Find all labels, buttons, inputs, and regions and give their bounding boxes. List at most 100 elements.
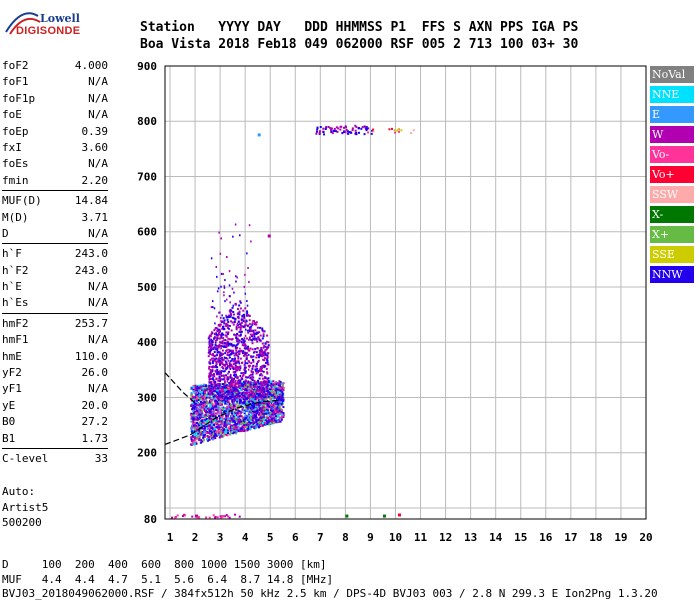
echo-point xyxy=(229,363,231,366)
echo-point xyxy=(192,386,195,389)
echo-point xyxy=(207,346,210,349)
x-tick-label: 12 xyxy=(439,531,452,544)
echo-point xyxy=(226,378,229,381)
echo-point xyxy=(236,419,239,422)
param-name: foF1 xyxy=(2,75,29,89)
echo-point xyxy=(212,386,215,389)
param-row: h`F2 243.0 xyxy=(2,263,108,279)
echo-point xyxy=(226,408,229,411)
echo-point xyxy=(210,431,213,434)
echo-point xyxy=(233,424,236,427)
echo-point xyxy=(281,383,284,386)
param-value: 14.84 xyxy=(74,194,108,208)
echo-point xyxy=(260,398,263,401)
echo-point xyxy=(273,419,276,422)
echo-point xyxy=(210,257,213,260)
echo-point xyxy=(214,336,217,339)
echo-point xyxy=(235,428,238,431)
echo-point xyxy=(251,367,254,370)
low-echo-point xyxy=(208,516,211,519)
echo-point xyxy=(204,385,207,388)
echo-point xyxy=(277,392,280,395)
echo-point xyxy=(264,376,267,379)
echo-point xyxy=(203,421,206,424)
echo-point xyxy=(241,401,244,404)
echo-point xyxy=(211,300,214,303)
echo-point xyxy=(257,394,260,397)
param-row: h`F 243.0 xyxy=(2,246,108,262)
echo-point xyxy=(249,427,252,430)
echo-point xyxy=(364,126,367,129)
echo-point xyxy=(243,380,246,383)
echo-point xyxy=(254,365,257,368)
echo-point xyxy=(217,379,220,382)
echo-point xyxy=(210,365,213,368)
echo-point xyxy=(223,381,226,384)
echo-point xyxy=(255,372,258,375)
echo-point xyxy=(204,430,207,433)
echo-point xyxy=(243,395,246,398)
param-value: 110.0 xyxy=(74,349,108,363)
echo-point xyxy=(259,399,262,402)
echo-point xyxy=(254,417,257,420)
echo-point xyxy=(226,405,229,408)
echo-point xyxy=(195,389,198,392)
echo-point xyxy=(231,392,234,395)
echo-point xyxy=(237,404,240,407)
echo-point xyxy=(197,395,200,398)
echo-point xyxy=(222,345,225,348)
echo-point xyxy=(323,133,326,136)
echo-point xyxy=(246,348,249,351)
echo-point xyxy=(212,390,215,393)
echo-point xyxy=(231,399,234,402)
param-row: foF1p N/A xyxy=(2,91,108,107)
echo-point xyxy=(255,323,258,326)
echo-point xyxy=(277,412,280,415)
echo-point xyxy=(280,409,283,412)
echo-point xyxy=(226,318,229,321)
echo-point xyxy=(211,406,214,409)
echo-point xyxy=(238,352,241,355)
echo-point xyxy=(197,412,200,415)
echo-point xyxy=(245,344,247,347)
echo-point xyxy=(258,339,261,342)
echo-point xyxy=(210,401,213,404)
echo-point xyxy=(267,406,270,409)
echo-point xyxy=(247,368,250,371)
echo-point xyxy=(277,391,280,394)
echo-point xyxy=(244,383,247,386)
echo-point xyxy=(250,399,253,402)
echo-point xyxy=(277,396,280,399)
echo-point xyxy=(237,379,240,382)
echo-point xyxy=(240,429,243,432)
echo-point xyxy=(206,401,209,404)
echo-point xyxy=(196,407,199,410)
echo-point xyxy=(194,407,197,410)
echo-point xyxy=(207,391,210,394)
echo-point xyxy=(223,327,226,330)
echo-point xyxy=(191,395,194,398)
echo-point xyxy=(245,425,248,428)
echo-point xyxy=(204,415,207,418)
echo-point xyxy=(236,316,239,319)
echo-point xyxy=(252,355,255,358)
echo-point xyxy=(203,428,206,431)
echo-point xyxy=(201,434,204,437)
echo-point xyxy=(239,380,242,383)
echo-point xyxy=(235,422,238,425)
echo-point xyxy=(211,436,214,439)
echo-point xyxy=(233,352,235,355)
polarization-legend: NoVal NNE E W Vo- Vo+ SSW X- X+ SSE NNW xyxy=(650,66,694,286)
echo-point xyxy=(258,391,261,394)
echo-point xyxy=(253,385,256,388)
echo-points xyxy=(171,124,415,519)
legend-item-vo-: Vo- xyxy=(650,146,694,163)
echo-point xyxy=(277,388,280,391)
echo-point xyxy=(206,388,209,391)
echo-point xyxy=(214,381,217,384)
echo-point xyxy=(241,321,243,324)
echo-point xyxy=(199,400,202,403)
echo-point xyxy=(211,341,214,344)
echo-point xyxy=(230,388,233,391)
echo-point xyxy=(257,406,260,409)
